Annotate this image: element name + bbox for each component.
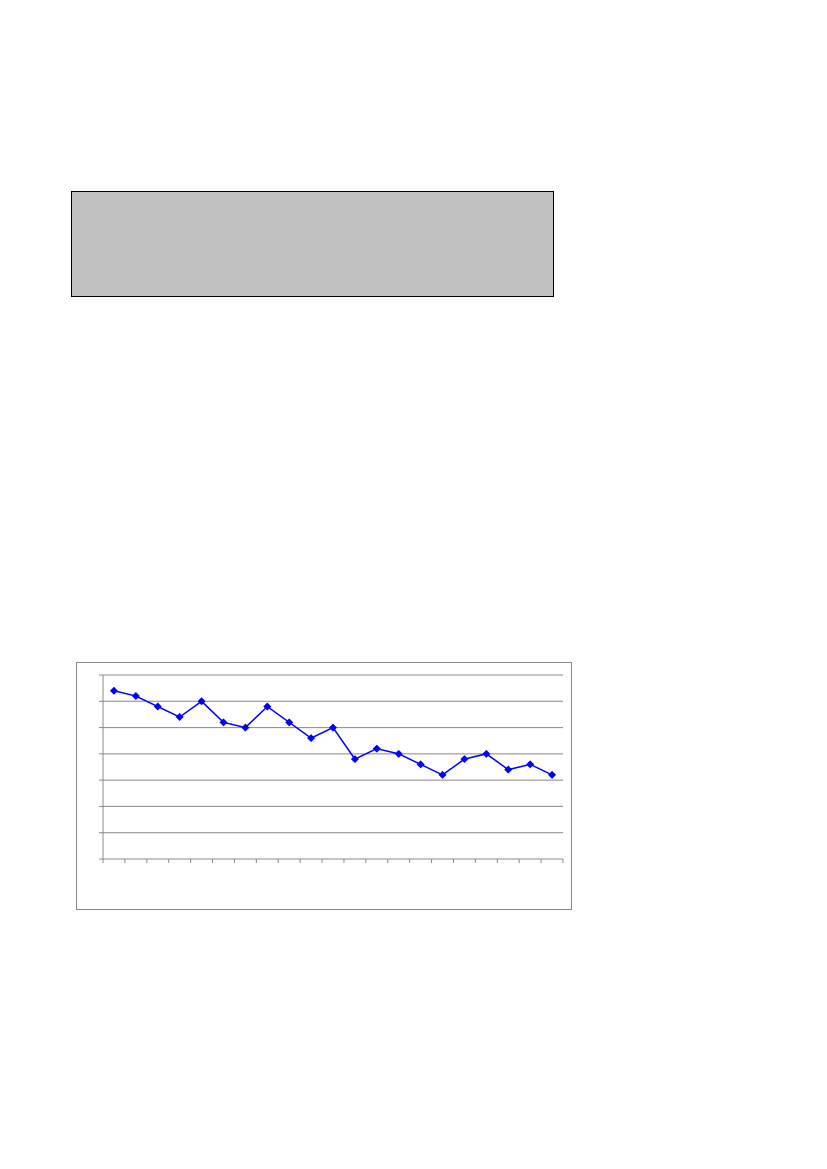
marker: [460, 755, 469, 764]
marker: [307, 734, 316, 743]
marker: [175, 713, 184, 722]
marker: [482, 749, 491, 758]
marker: [197, 697, 206, 706]
marker: [131, 692, 140, 701]
marker: [504, 765, 513, 774]
marker: [394, 749, 403, 758]
marker: [263, 702, 272, 711]
marker: [526, 760, 535, 769]
marker: [350, 755, 359, 764]
marker: [153, 702, 162, 711]
marker: [329, 723, 337, 732]
marker: [241, 723, 250, 732]
marker: [372, 744, 381, 753]
marker: [548, 770, 557, 779]
marker: [416, 760, 425, 769]
marker: [109, 686, 118, 695]
gray-box: [71, 191, 554, 297]
marker: [219, 718, 228, 727]
marker: [438, 770, 447, 779]
chart-frame: [76, 662, 572, 910]
marker: [285, 718, 294, 727]
